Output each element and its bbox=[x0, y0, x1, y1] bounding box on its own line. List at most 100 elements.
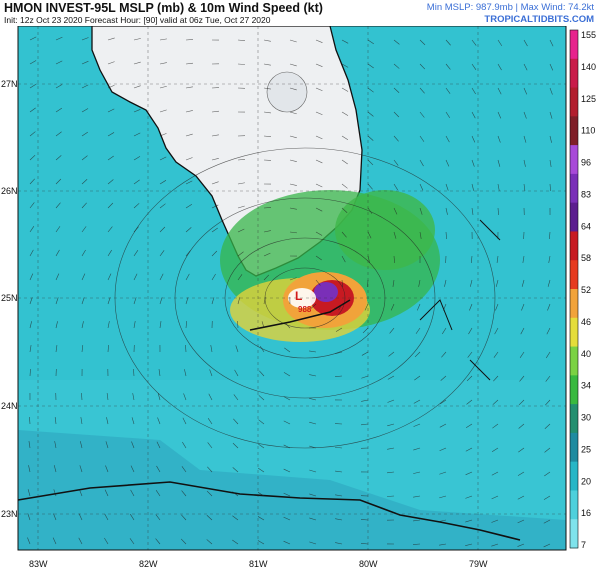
wind-barb bbox=[289, 39, 297, 43]
wind-barb bbox=[181, 466, 187, 473]
wind-barb bbox=[159, 321, 162, 329]
wind-barb bbox=[207, 466, 213, 473]
wind-barb bbox=[27, 489, 31, 497]
wind-barb bbox=[81, 37, 89, 41]
wind-barb bbox=[133, 368, 135, 377]
wind-barb bbox=[81, 202, 87, 209]
wind-barb bbox=[237, 274, 243, 281]
wind-barb bbox=[283, 540, 291, 545]
wind-barb bbox=[521, 279, 525, 287]
wind-barb bbox=[158, 369, 161, 377]
wind-barb bbox=[29, 131, 36, 137]
colorbar-tick-label: 140 bbox=[581, 62, 596, 72]
wind-barb bbox=[439, 447, 447, 452]
wind-barb bbox=[130, 513, 135, 521]
wind-barb bbox=[81, 108, 89, 113]
colorbar-tick-label: 7 bbox=[581, 540, 586, 550]
colorbar-tick-label: 52 bbox=[581, 285, 591, 295]
wind-barb bbox=[132, 393, 135, 401]
wind-barb bbox=[310, 303, 317, 309]
colorbar-tick-label: 30 bbox=[581, 413, 591, 423]
wind-barb bbox=[81, 84, 89, 89]
wind-barb bbox=[493, 351, 499, 358]
wind-barb bbox=[544, 423, 551, 429]
wind-barb bbox=[133, 297, 137, 305]
wind-barb bbox=[495, 279, 499, 287]
wind-barb bbox=[289, 87, 297, 91]
wind-barb bbox=[133, 203, 140, 209]
wind-barb bbox=[184, 369, 187, 377]
florida-keys bbox=[249, 299, 351, 331]
wind-barb bbox=[497, 39, 503, 47]
lon-label: 80W bbox=[359, 559, 378, 569]
wind-barb bbox=[445, 159, 450, 167]
wind-barb bbox=[206, 490, 213, 497]
lat-label: 24N bbox=[1, 401, 18, 411]
wind-barb bbox=[419, 159, 424, 167]
wind-barb bbox=[389, 327, 395, 334]
wind-barb bbox=[315, 231, 323, 236]
wind-barb bbox=[444, 279, 447, 287]
wind-barb bbox=[522, 255, 525, 263]
wind-barb bbox=[393, 111, 400, 118]
wind-barb bbox=[445, 183, 449, 191]
colorbar-tick-label: 16 bbox=[581, 508, 591, 518]
wind-barb bbox=[439, 423, 447, 428]
wind-barb bbox=[465, 519, 473, 523]
wind-barb bbox=[335, 446, 343, 449]
wind-barb bbox=[390, 303, 395, 311]
wind-barb bbox=[465, 495, 473, 499]
wind-barb bbox=[107, 249, 112, 257]
wind-barb bbox=[263, 252, 271, 257]
wind-barb bbox=[289, 63, 297, 67]
wind-barb bbox=[81, 321, 84, 329]
wind-barb bbox=[471, 135, 476, 143]
wind-barb bbox=[413, 399, 421, 404]
wind-barb bbox=[29, 226, 35, 233]
wind-barb bbox=[185, 273, 190, 281]
wind-barb bbox=[335, 351, 343, 355]
wind-barb bbox=[491, 519, 499, 523]
wind-barb bbox=[315, 63, 323, 67]
wind-barb bbox=[263, 111, 271, 114]
wind-barb bbox=[367, 87, 374, 93]
colorbar-tick-label: 25 bbox=[581, 444, 591, 454]
wind-barb bbox=[341, 207, 348, 213]
wind-barb bbox=[185, 180, 193, 185]
wind-barb bbox=[263, 135, 271, 138]
wind-barb bbox=[289, 231, 297, 234]
wind-barb bbox=[465, 447, 473, 452]
wind-barb bbox=[497, 135, 501, 143]
wind-barb bbox=[315, 207, 323, 212]
lat-label: 23N bbox=[1, 509, 18, 519]
site-link[interactable]: TROPICALTIDBITS.COM bbox=[484, 14, 594, 25]
wind-barb bbox=[393, 135, 399, 142]
wind-barb bbox=[185, 62, 193, 65]
cuba-coastline bbox=[17, 481, 521, 541]
wind-barb bbox=[237, 251, 244, 257]
wind-barb bbox=[263, 87, 271, 90]
wind-barb bbox=[497, 183, 500, 191]
wind-barbs bbox=[27, 36, 554, 548]
wind-barb bbox=[471, 39, 477, 46]
wind-barb bbox=[107, 155, 114, 161]
wind-barb bbox=[471, 111, 476, 119]
wind-barb bbox=[523, 87, 528, 95]
storm-stats: Min MSLP: 987.9mb | Max Wind: 74.2kt bbox=[426, 2, 594, 13]
wind-barb bbox=[185, 110, 193, 113]
wind-barb bbox=[159, 226, 166, 233]
wind-barb bbox=[211, 158, 219, 161]
wind-barb bbox=[309, 398, 317, 401]
wind-barb bbox=[133, 321, 136, 329]
colorbar-segment bbox=[570, 202, 578, 232]
wind-barb bbox=[258, 419, 265, 425]
wind-barb bbox=[419, 231, 422, 239]
colorbar-segment bbox=[570, 404, 578, 434]
wind-barb bbox=[55, 178, 62, 185]
wind-barb bbox=[232, 515, 239, 521]
wind-barb bbox=[341, 39, 349, 44]
wind-barb bbox=[55, 321, 58, 329]
wind-barb bbox=[469, 303, 473, 311]
wind-barb bbox=[521, 303, 525, 311]
wind-barb bbox=[181, 514, 187, 521]
